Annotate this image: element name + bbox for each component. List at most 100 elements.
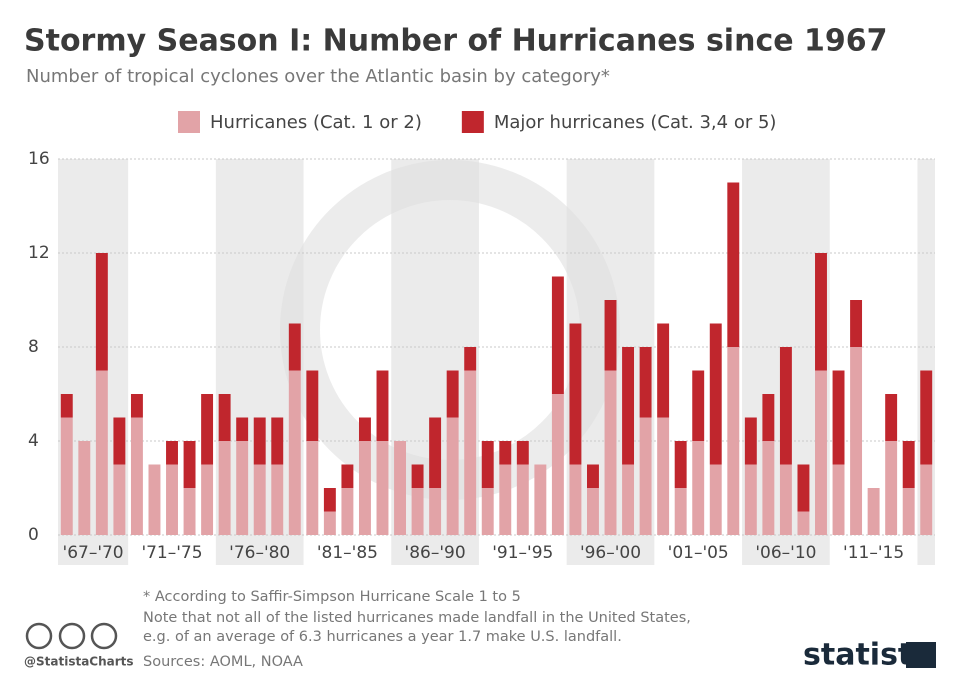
bar [587, 488, 599, 535]
bar [779, 464, 792, 535]
bar [657, 323, 670, 418]
bar [446, 417, 459, 535]
bar [727, 182, 740, 347]
bar [709, 323, 722, 465]
bar [797, 464, 810, 512]
bar [692, 441, 705, 535]
bar [832, 464, 845, 535]
bar [622, 464, 635, 535]
bar [376, 441, 389, 535]
bar [411, 488, 424, 535]
bar [499, 441, 512, 465]
bar [464, 370, 477, 535]
x-tick-label: '96–'00 [580, 543, 641, 563]
bar [551, 276, 564, 394]
x-tick-label: '01–'05 [668, 543, 729, 563]
note: e.g. of an average of 6.3 hurricanes a y… [143, 629, 622, 645]
bar [306, 441, 319, 535]
bar [253, 464, 266, 535]
bar [657, 417, 670, 535]
bar [815, 253, 827, 371]
bar [253, 417, 266, 465]
bar [902, 441, 915, 488]
x-tick-label: '76–'80 [229, 543, 290, 563]
bar [762, 441, 775, 535]
bar [429, 488, 442, 535]
bar [95, 253, 108, 371]
bar [832, 370, 845, 465]
bar [113, 464, 126, 535]
bar [534, 464, 547, 535]
y-tick-label: 16 [28, 149, 50, 169]
bar [709, 464, 722, 535]
bar [271, 464, 284, 535]
bar [148, 464, 161, 535]
x-tick-label: '06–'10 [755, 543, 816, 563]
bar [358, 441, 371, 535]
chart-title: Stormy Season I: Number of Hurricanes si… [24, 24, 888, 59]
bar [744, 417, 757, 465]
bar [481, 441, 494, 488]
bar [166, 464, 178, 535]
bar [358, 417, 371, 441]
bar [95, 370, 108, 535]
bar [130, 417, 143, 535]
bar [551, 394, 564, 535]
bar [516, 441, 529, 465]
legend-label: Major hurricanes (Cat. 3,4 or 5) [494, 112, 777, 133]
x-tick-label: '67–'70 [63, 543, 124, 563]
bar [779, 347, 792, 465]
bar [727, 347, 740, 535]
bar [569, 464, 582, 535]
bar [236, 417, 249, 441]
bar [236, 441, 249, 535]
bar [850, 300, 863, 347]
bar [762, 394, 775, 441]
bar [674, 441, 687, 488]
legend-swatch [178, 111, 200, 133]
bar [920, 370, 933, 465]
bar [130, 394, 143, 418]
y-tick-label: 0 [28, 525, 39, 545]
x-tick-label: '86–'90 [405, 543, 466, 563]
bar [446, 370, 459, 418]
bar [218, 441, 231, 535]
bar [481, 488, 494, 535]
bar [306, 370, 319, 441]
bar [692, 370, 705, 441]
bar [464, 347, 477, 371]
y-tick-label: 8 [28, 337, 39, 357]
y-tick-label: 4 [28, 431, 39, 451]
x-tick-label: '11–'15 [843, 543, 904, 563]
bar [113, 417, 126, 465]
bar [622, 347, 635, 465]
bar [885, 394, 898, 441]
bar [201, 394, 214, 465]
bar [341, 464, 354, 488]
note: Note that not all of the listed hurrican… [143, 610, 691, 626]
bar [166, 441, 178, 465]
bar [920, 464, 933, 535]
handle: @StatistaCharts [24, 655, 134, 669]
bar [902, 488, 915, 535]
bar [60, 394, 73, 418]
legend-label: Hurricanes (Cat. 1 or 2) [210, 112, 422, 133]
bar [376, 370, 389, 441]
bar [201, 464, 214, 535]
bar [288, 370, 301, 535]
bar [604, 300, 617, 371]
legend-swatch [461, 111, 484, 133]
bar [674, 488, 687, 535]
brand-logo [906, 642, 936, 668]
bar [288, 323, 301, 371]
bar [639, 417, 652, 535]
bar [569, 323, 582, 465]
bar [271, 417, 284, 465]
bar [885, 441, 898, 535]
bar [323, 488, 336, 512]
bar [429, 417, 442, 488]
bar [850, 347, 863, 535]
bar [867, 488, 880, 535]
bar [815, 370, 827, 535]
